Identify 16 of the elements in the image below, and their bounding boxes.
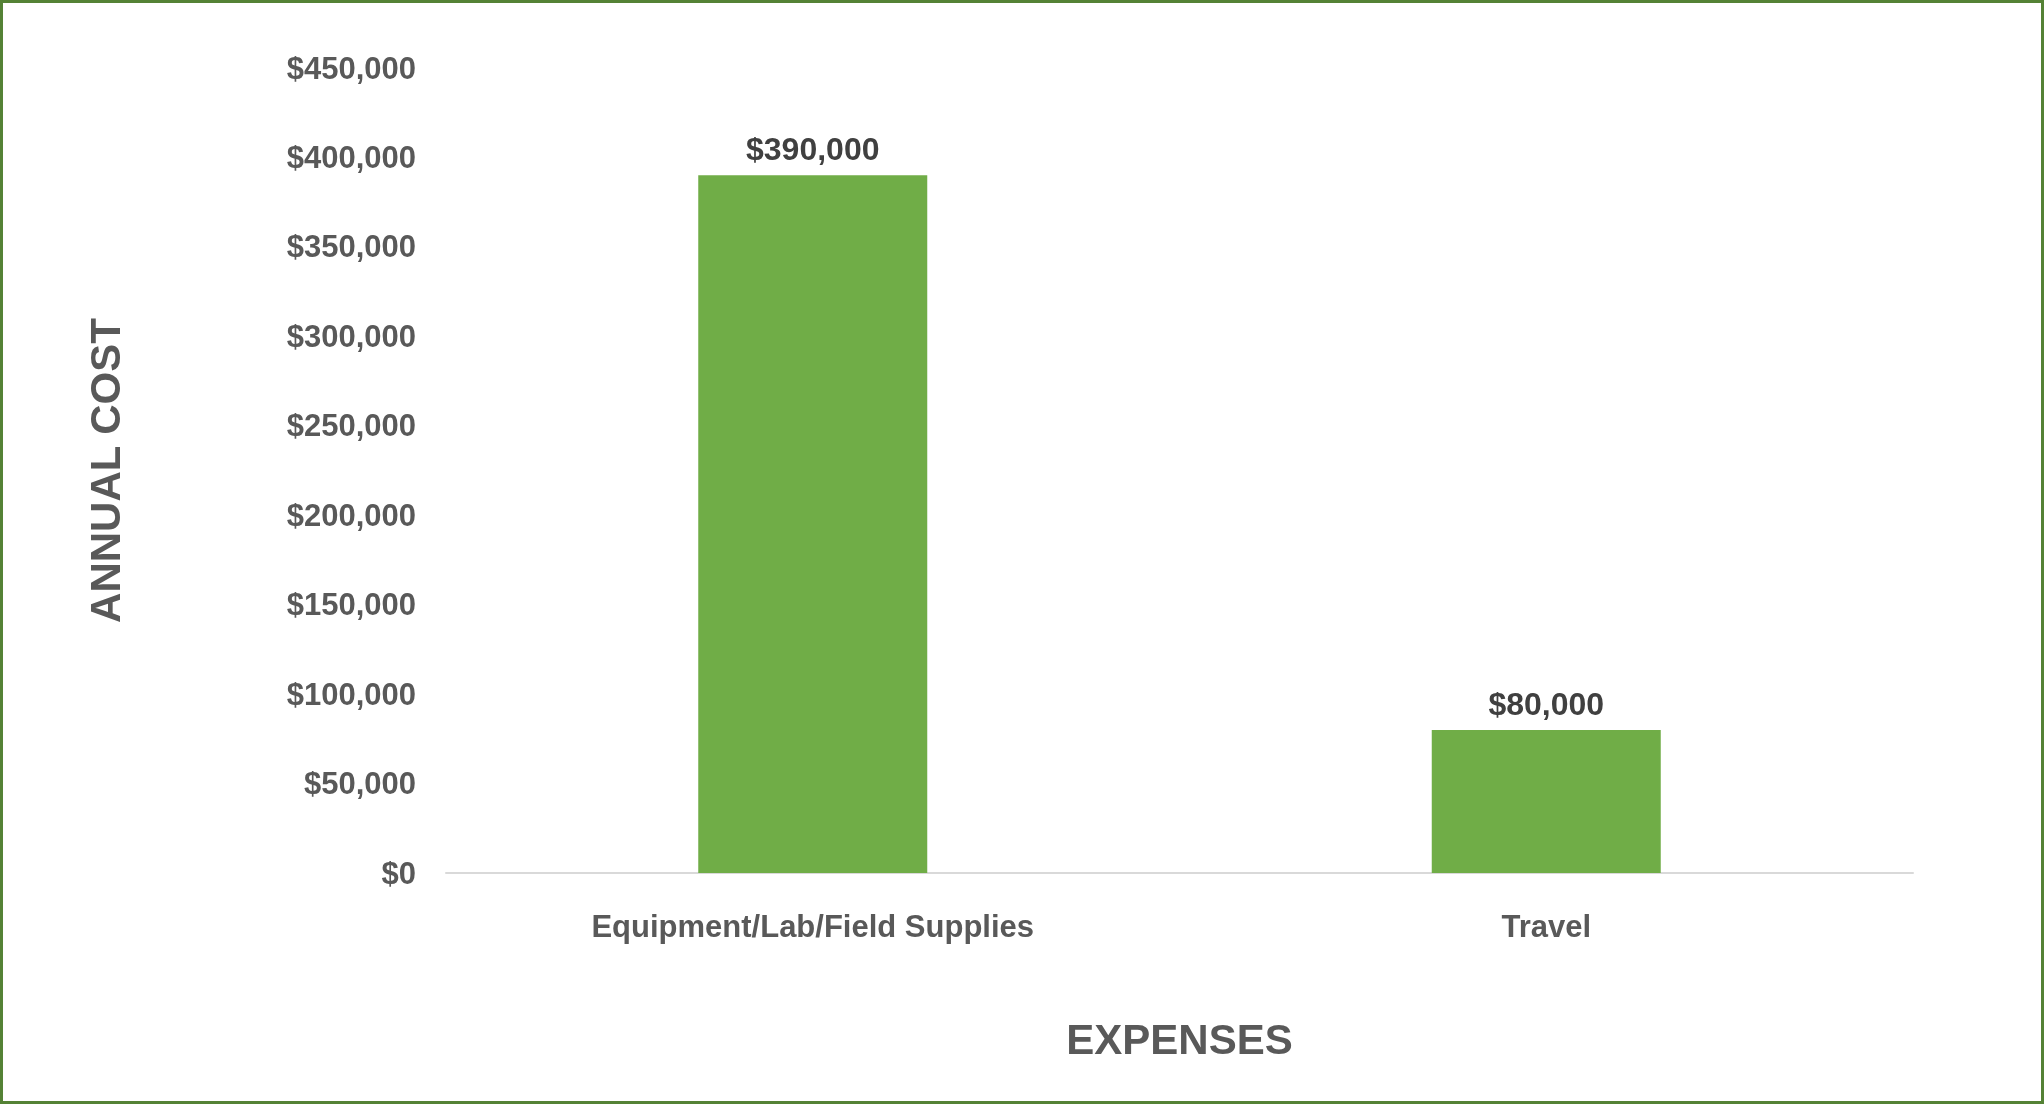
x-tick-label: Equipment/Lab/Field Supplies [591,909,1035,944]
y-tick-label: $150,000 [286,587,416,623]
y-tick-label: $200,000 [286,497,416,533]
y-tick-label: $300,000 [286,318,416,354]
data-label: $80,000 [1488,685,1605,722]
data-label: $390,000 [746,131,880,168]
y-axis-title: ANNUAL COST [81,317,129,623]
x-tick-label: Travel [1501,909,1592,944]
y-tick-label: $50,000 [303,766,416,802]
y-tick-label: $250,000 [286,408,416,444]
y-tick-label: $350,000 [286,229,416,265]
y-tick-label: $450,000 [286,50,416,86]
x-axis-title: EXPENSES [1066,1015,1293,1063]
y-tick-label: $100,000 [286,676,416,712]
y-tick-label: $0 [381,855,416,891]
y-tick-label: $400,000 [286,139,416,175]
